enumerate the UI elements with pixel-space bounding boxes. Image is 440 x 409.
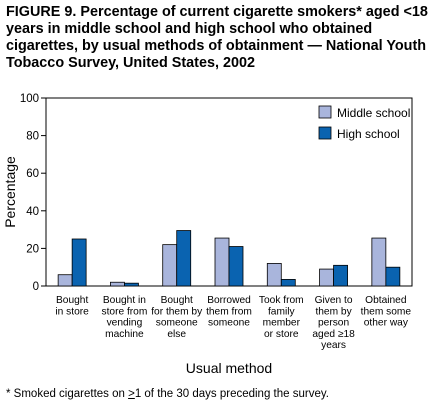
y-tick-label: 0 [33,281,39,293]
y-tick-label: 20 [26,243,39,255]
y-tick-label: 40 [26,206,39,218]
bar-middle-school [266,263,282,287]
bar-high-school [228,246,244,287]
bar-middle-school [371,237,387,287]
x-tick-label: them by [315,306,352,317]
bar-middle-school [319,268,334,287]
bar-high-school [385,266,401,287]
bar-middle-school [57,274,73,287]
bar-middle-school [162,244,178,287]
x-tick-label: family [268,306,296,317]
footnote-prefix: * Smoked cigarettes on [6,388,129,400]
y-tick-label: 60 [26,168,39,180]
x-tick-label: Took from [259,295,304,306]
x-tick-label: person [318,318,349,329]
bar-high-school [333,264,348,287]
bar-high-school [71,238,87,287]
x-tick-label: Bought [161,295,193,306]
x-tick-label: someone [208,318,250,329]
bar-middle-school [110,281,125,287]
footnote-symbol: > [128,388,135,400]
x-tick-label: else [167,329,186,340]
x-tick-label: Borrowed [207,295,251,306]
legend-swatch [318,105,332,119]
x-tick-label: Given to [315,295,353,306]
x-tick-label: aged ≥18 [312,329,355,340]
bar-high-school [176,230,192,287]
y-axis-title: Percentage [2,156,18,228]
x-tick-label: them from [206,306,252,317]
bar-high-school [124,282,139,287]
x-tick-label: Bought [56,295,88,306]
x-tick-label: them some [361,306,412,317]
footnote: * Smoked cigarettes on >1 of the 30 days… [6,388,329,400]
x-tick-label: store from [101,306,147,317]
bar-middle-school [214,237,230,287]
x-tick-label: someone [156,318,198,329]
x-tick-label: machine [105,329,144,340]
bar-high-school [280,279,296,287]
legend-label: High school [337,127,400,141]
footnote-suffix: 1 of the 30 days preceding the survey. [134,388,329,400]
x-tick-label: for them by [151,306,203,317]
x-tick-label: or store [264,329,299,340]
x-tick-label: Obtained [365,295,407,306]
x-tick-label: years [321,340,346,351]
x-tick-label: in store [55,306,89,317]
y-tick-label: 100 [20,93,39,105]
legend-label: Middle school [337,106,410,120]
x-axis-title: Usual method [186,360,272,376]
legend-swatch [318,126,332,140]
x-tick-label: other way [364,318,409,329]
figure-title: FIGURE 9. Percentage of current cigarett… [6,4,428,71]
x-tick-label: member [263,318,301,329]
x-tick-label: Bought in [103,295,146,306]
x-tick-label: vending [107,318,143,329]
y-tick-label: 80 [26,131,39,143]
